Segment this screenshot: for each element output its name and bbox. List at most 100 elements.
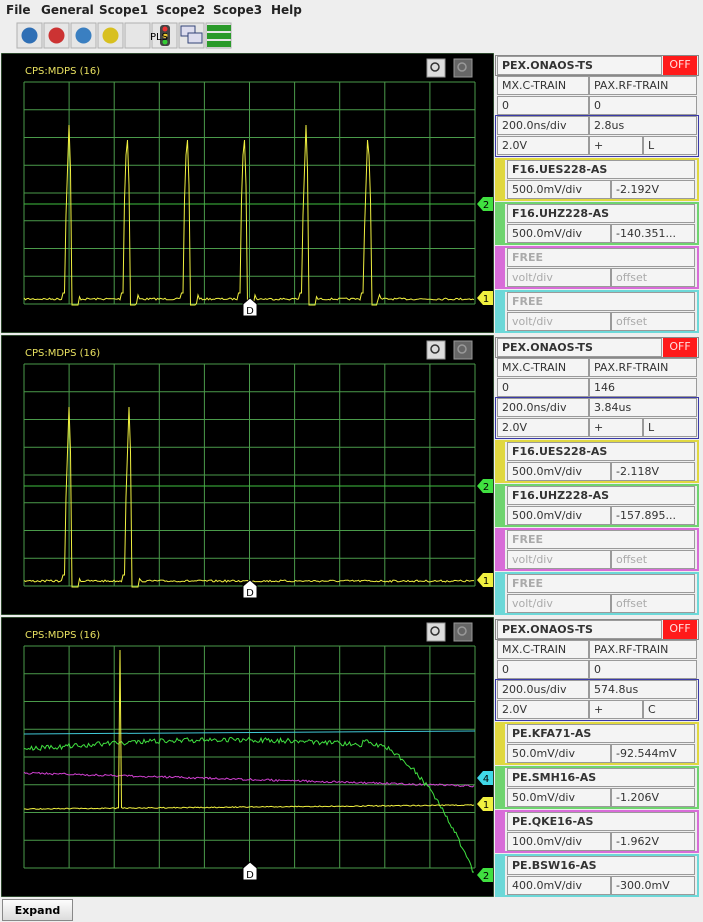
device-name: PEX.ONAOS-TS: [497, 56, 662, 75]
channel-offset: -1.962V: [611, 832, 695, 851]
zoom-button[interactable]: [453, 622, 473, 642]
menu-item[interactable]: File: [6, 3, 31, 17]
channel-offset: offset: [611, 550, 695, 569]
value-b: 0: [589, 660, 697, 679]
channel-name: F16.UHZ228-AS: [507, 486, 695, 505]
slope: +: [589, 700, 643, 719]
time-div: 200.0ns/div: [497, 116, 589, 135]
channel-name: PE.QKE16-AS: [507, 812, 695, 831]
value-b: 0: [589, 96, 697, 115]
train-a: MX.C-TRAIN: [497, 76, 589, 95]
zoom-button[interactable]: [453, 340, 473, 360]
toolbar-button[interactable]: [16, 22, 43, 49]
channel-offset: -2.118V: [611, 462, 695, 481]
trace-1: [23, 649, 475, 810]
trace-3: [23, 771, 475, 788]
channel-volt-div: volt/div: [507, 268, 611, 287]
status[interactable]: OFF: [663, 620, 697, 639]
channel-volt-div: 50.0mV/div: [507, 744, 611, 763]
delay: 3.84us: [589, 398, 697, 417]
coupling: L: [643, 418, 697, 437]
value-a: 0: [497, 660, 589, 679]
trace-marker-label: 1: [483, 294, 489, 305]
scope-label: CPS:MDPS (16): [25, 348, 100, 359]
zoom-button[interactable]: [426, 58, 446, 78]
channel-box: [495, 440, 699, 483]
channel-volt-div: volt/div: [507, 594, 611, 613]
trace-4: [23, 730, 476, 735]
channel-name: PE.KFA71-AS: [507, 724, 695, 743]
menu-item[interactable]: Help: [271, 3, 302, 17]
trace-marker-label: 2: [483, 482, 489, 493]
time-marker: [242, 297, 258, 317]
trace-marker-label: 1: [483, 800, 489, 811]
channel-volt-div: volt/div: [507, 550, 611, 569]
channel-name: FREE: [507, 292, 695, 311]
channel-box: [495, 158, 699, 201]
zoom-icon: [457, 344, 467, 354]
icon: [207, 25, 231, 31]
channel-offset: -300.0mV: [611, 876, 695, 895]
zoom-icon: [430, 344, 440, 354]
device-box: [495, 55, 699, 76]
channel-volt-div: 100.0mV/div: [507, 832, 611, 851]
trace-marker-label: 2: [483, 871, 489, 882]
channel-name: F16.UES228-AS: [507, 160, 695, 179]
value-b: 146: [589, 378, 697, 397]
channel-offset: offset: [611, 268, 695, 287]
icon: [162, 33, 168, 38]
scope-display: CPS:MDPS (16) 2 1 D: [1, 335, 494, 615]
zoom-button[interactable]: [426, 622, 446, 642]
channel-offset: offset: [611, 312, 695, 331]
channel-box: [495, 854, 699, 897]
scope-display: CPS:MDPS (16) 4 1 2 D: [1, 617, 494, 897]
time-marker-label: D: [246, 588, 254, 599]
channel-volt-div: 500.0mV/div: [507, 462, 611, 481]
trigger-level: 2.0V: [497, 700, 589, 719]
menu-item[interactable]: Scope2: [156, 3, 206, 17]
train-b: PAX.RF-TRAIN: [589, 358, 697, 377]
channel-box: [495, 246, 699, 289]
channel-box: [495, 290, 699, 333]
time-div: 200.0us/div: [497, 680, 589, 699]
icon: [162, 26, 168, 32]
channel-offset: offset: [611, 594, 695, 613]
channel-box: [495, 810, 699, 853]
icon: [102, 27, 119, 44]
trace-2: [23, 736, 475, 873]
channel-box: [495, 202, 699, 245]
channel-offset: -92.544mV: [611, 744, 695, 763]
status[interactable]: OFF: [663, 56, 697, 75]
channel-offset: -2.192V: [611, 180, 695, 199]
zoom-icon: [430, 62, 440, 72]
device-box: [495, 619, 699, 640]
icon: [48, 27, 65, 44]
channel-offset: -1.206V: [611, 788, 695, 807]
expand-button[interactable]: Expand: [2, 899, 73, 921]
channel-volt-div: volt/div: [507, 312, 611, 331]
scope-label: CPS:MDPS (16): [25, 66, 100, 77]
menu-item[interactable]: Scope3: [213, 3, 263, 17]
channel-offset: -140.351...: [611, 224, 695, 243]
zoom-icon: [430, 626, 440, 636]
menu-item[interactable]: General: [41, 3, 94, 17]
icon: [207, 41, 231, 47]
delay: 2.8us: [589, 116, 697, 135]
channel-box: [495, 484, 699, 527]
trace-marker-label: 1: [483, 576, 489, 587]
channel-name: PE.BSW16-AS: [507, 856, 695, 875]
toolbar-button[interactable]: [124, 22, 151, 49]
channel-box: [495, 722, 699, 765]
time-marker: [242, 579, 258, 599]
channel-name: FREE: [507, 574, 695, 593]
zoom-button[interactable]: [426, 340, 446, 360]
train-b: PAX.RF-TRAIN: [589, 76, 697, 95]
scope-display: CPS:MDPS (16) 2 1 D: [1, 53, 494, 333]
menu-item[interactable]: Scope1: [99, 3, 149, 17]
channel-volt-div: 500.0mV/div: [507, 180, 611, 199]
coupling: L: [643, 136, 697, 155]
trace-marker: [477, 797, 493, 811]
trace-marker-label: 2: [483, 200, 489, 211]
status[interactable]: OFF: [663, 338, 697, 357]
zoom-button[interactable]: [453, 58, 473, 78]
